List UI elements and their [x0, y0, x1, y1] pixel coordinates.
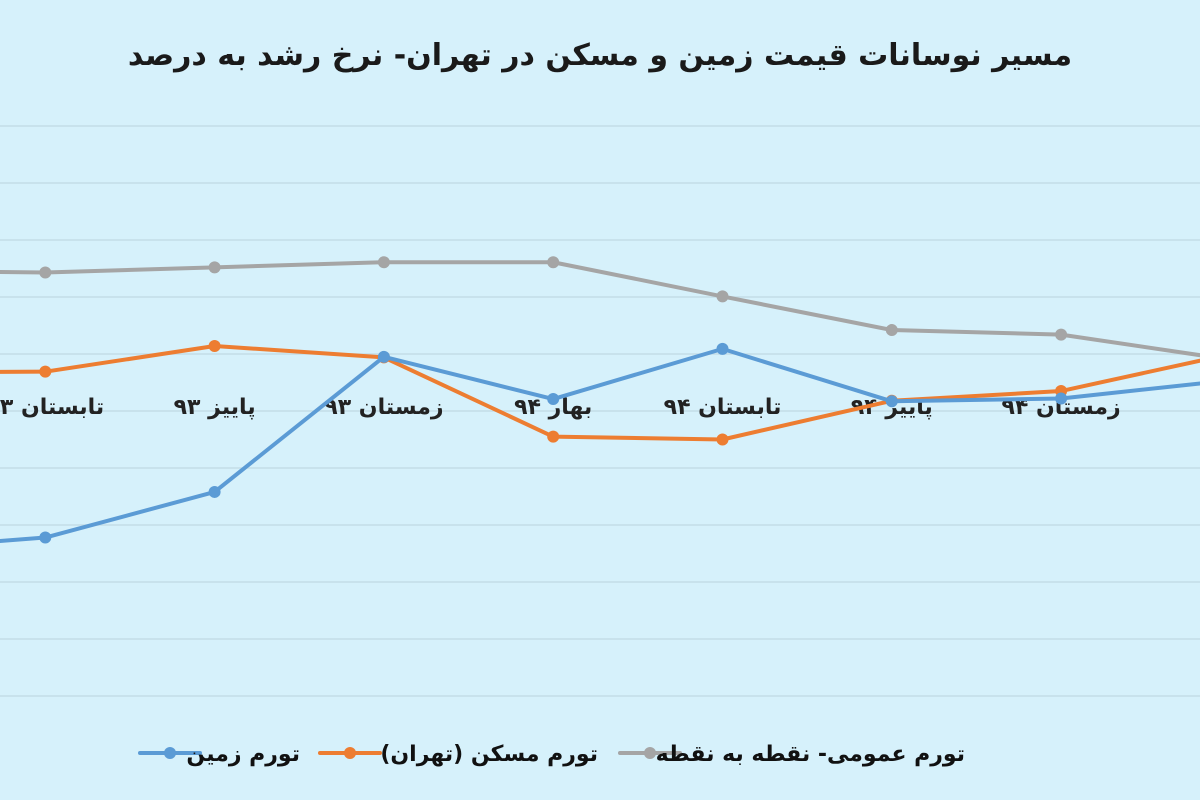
x-tick-label: زمستان ۹۳	[324, 395, 443, 420]
series-line	[0, 346, 1200, 544]
data-point	[39, 365, 52, 378]
data-point	[547, 393, 560, 406]
data-point	[39, 531, 52, 544]
data-point	[547, 430, 560, 443]
series	[0, 342, 1200, 544]
chart-title: مسیر نوسانات قیمت زمین و مسکن در تهران- …	[128, 38, 1072, 73]
data-point	[885, 324, 898, 337]
legend-swatch-marker	[644, 747, 656, 759]
legend-item: تورم مسکن (تهران)	[318, 742, 598, 767]
legend-item: تورم زمین	[138, 742, 300, 767]
data-point	[39, 266, 52, 279]
gridlines	[0, 125, 1200, 697]
data-point	[208, 485, 221, 498]
series-line	[0, 344, 1200, 442]
data-point	[716, 342, 729, 355]
legend-label: تورم زمین	[186, 742, 300, 767]
legend-item: تورم عمومی- نقطه به نقطه	[618, 742, 965, 767]
data-point	[547, 256, 560, 269]
data-point	[208, 261, 221, 274]
series-lines	[0, 256, 1200, 544]
series-line	[0, 260, 1200, 358]
legend-swatch-marker	[164, 747, 176, 759]
series	[0, 340, 1200, 446]
x-tick-label: پاییز ۹۳	[174, 395, 256, 420]
data-point	[377, 350, 390, 363]
data-point	[716, 290, 729, 303]
x-tick-label: تابستان ۹۳	[0, 395, 104, 420]
legend-label: تورم عمومی- نقطه به نقطه	[656, 742, 965, 767]
legend: تورم عمومی- نقطه به نقطه تورم مسکن (تهران…	[138, 742, 965, 767]
data-point	[885, 395, 898, 408]
data-point	[716, 433, 729, 446]
data-point	[1055, 328, 1068, 341]
legend-label: تورم مسکن (تهران)	[380, 742, 598, 767]
data-point	[208, 340, 221, 353]
data-point	[1055, 392, 1068, 405]
data-point	[377, 256, 390, 269]
legend-swatch-marker	[344, 747, 356, 759]
series	[0, 256, 1200, 358]
x-tick-label: تابستان ۹۴	[664, 395, 782, 420]
